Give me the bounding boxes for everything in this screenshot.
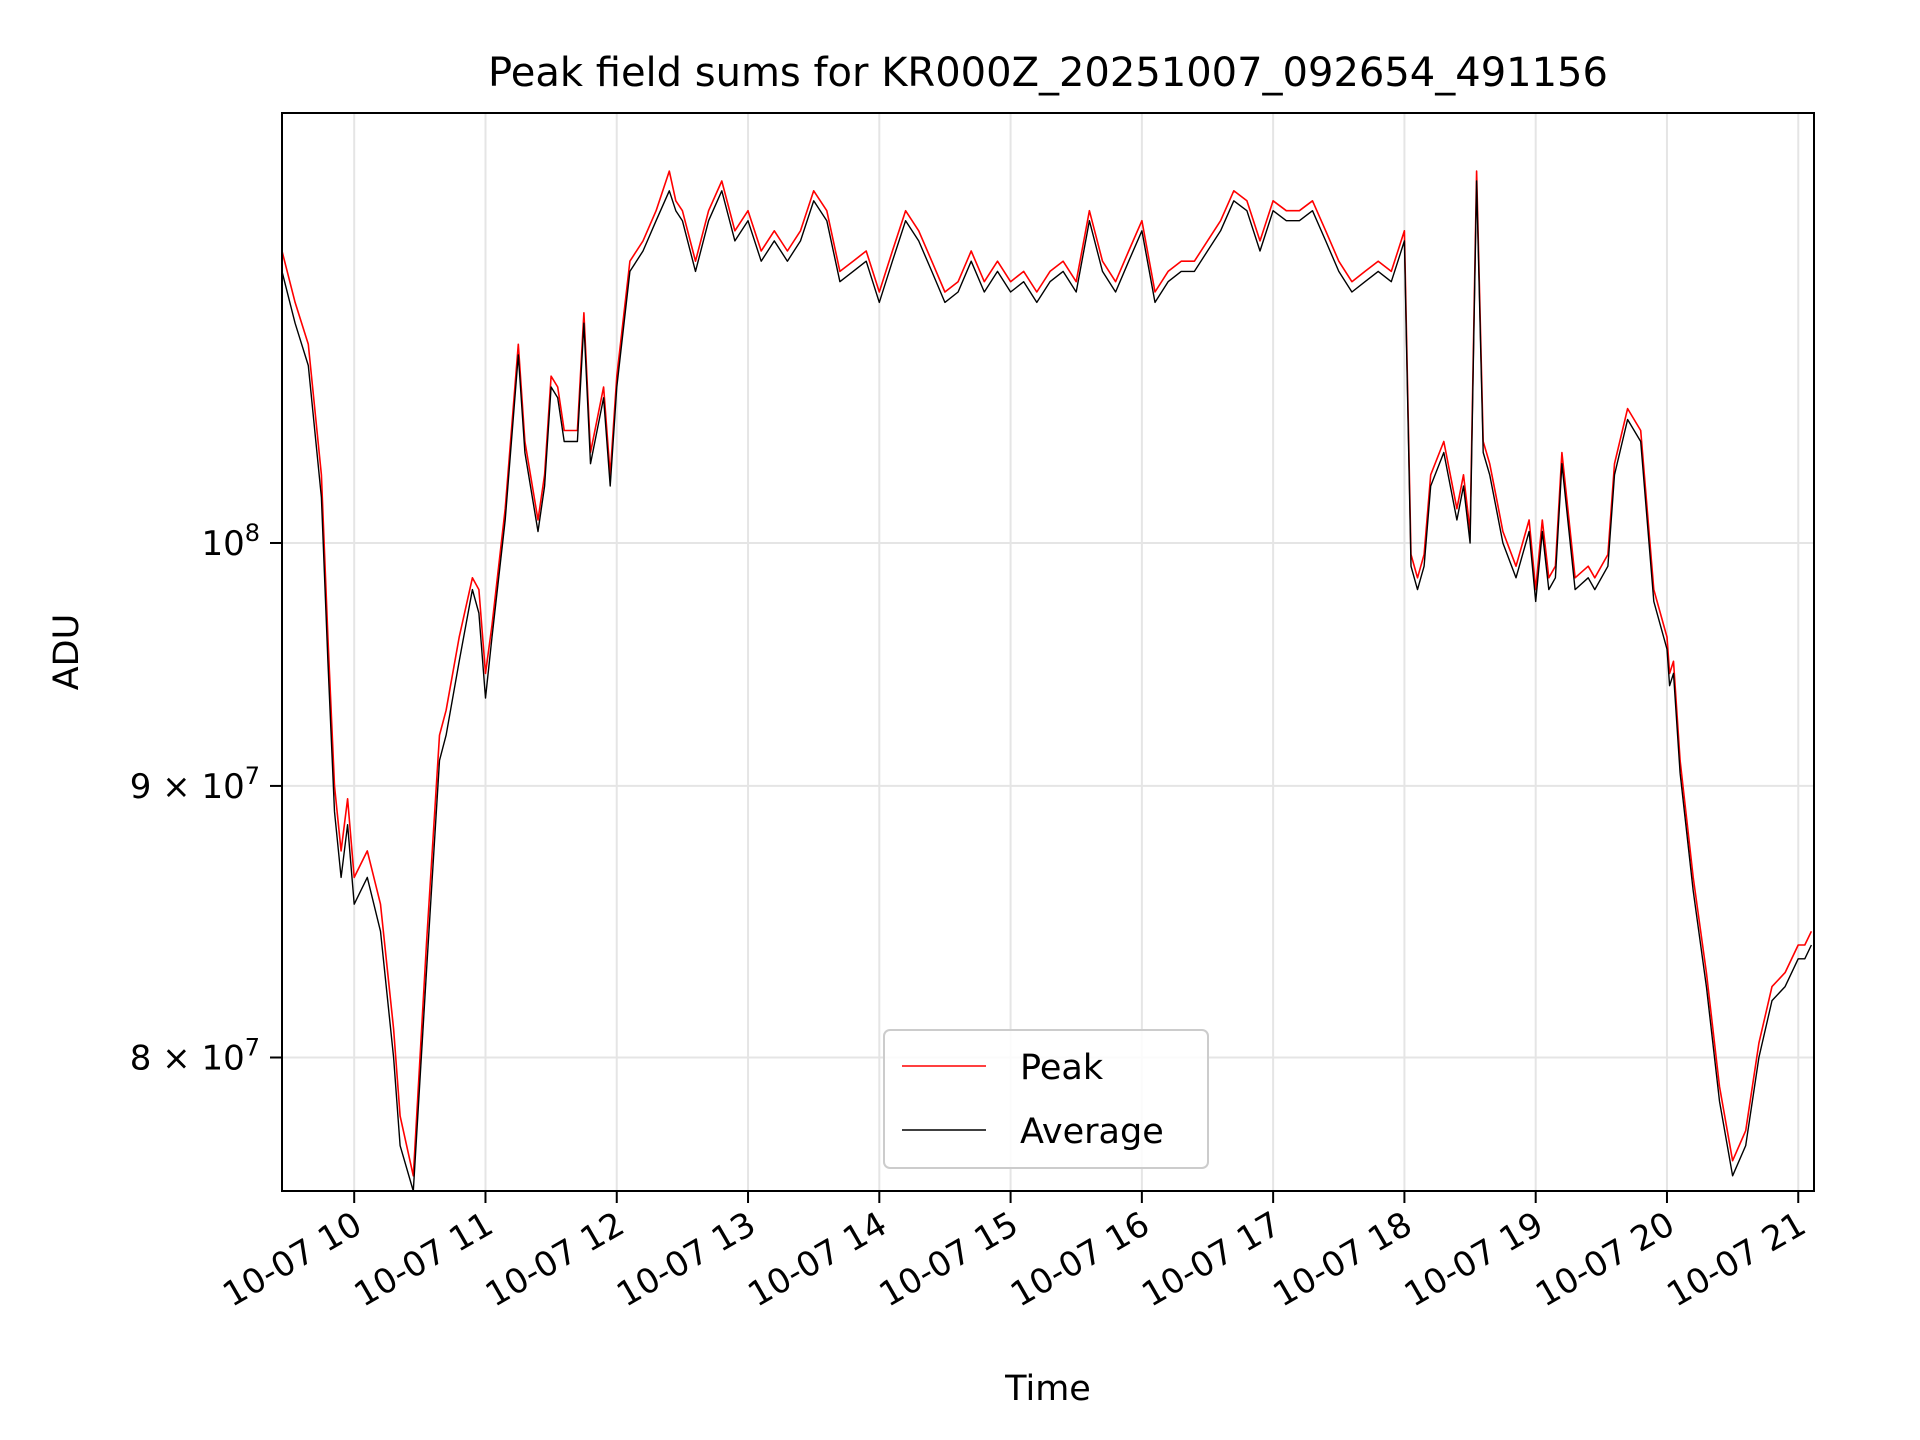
plot-lines [281, 170, 1813, 1192]
y-tick-label: 108 [201, 519, 260, 564]
y-axis-label: ADU [47, 614, 87, 691]
y-axis: 8 × 107 9 × 107 108 [130, 519, 282, 1079]
y-tick-label: 9 × 107 [130, 762, 260, 807]
plot-frame [281, 112, 1815, 1192]
legend-label-average: Average [1020, 1112, 1164, 1152]
legend-box [883, 1029, 1209, 1169]
x-axis-label: Time [1004, 1369, 1091, 1409]
legend: Peak Average [883, 1029, 1209, 1169]
chart-title: Peak field sums for KR000Z_20251007_0926… [488, 50, 1608, 96]
y-tick-label: 8 × 107 [130, 1034, 260, 1079]
series-line-average [281, 180, 1813, 1192]
legend-label-peak: Peak [1020, 1048, 1104, 1088]
